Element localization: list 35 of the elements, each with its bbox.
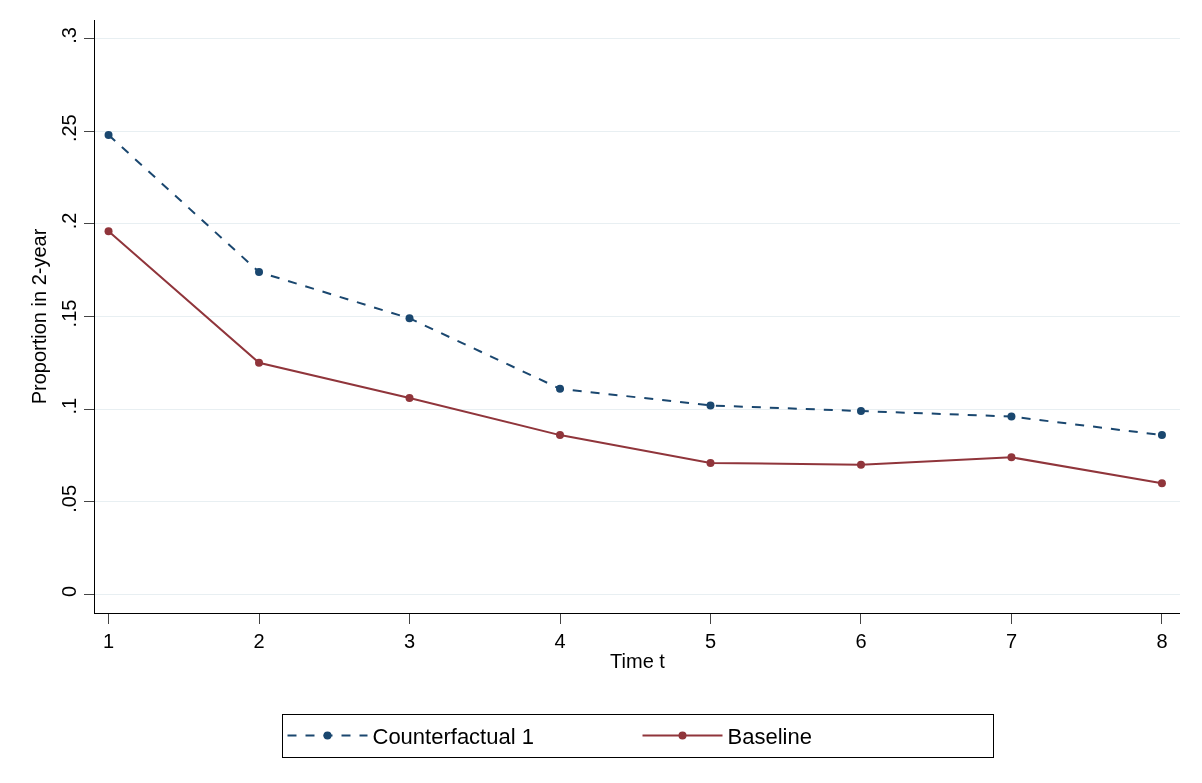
- x-axis-title: Time t: [610, 649, 666, 672]
- x-tick-label: 3: [403, 630, 416, 652]
- y-tick-label: .05: [58, 484, 80, 513]
- point: [706, 458, 715, 467]
- point: [1007, 412, 1016, 421]
- x-tick-label: 5: [704, 630, 717, 652]
- y-tick-label: .15: [58, 299, 80, 328]
- point: [1007, 453, 1016, 462]
- y-tick-label: .25: [58, 114, 80, 143]
- y-tick-label: 0: [58, 585, 80, 598]
- point: [104, 130, 113, 139]
- point: [405, 394, 414, 403]
- point: [556, 384, 564, 393]
- y-tick-label: .3: [58, 27, 80, 44]
- point: [1157, 479, 1166, 488]
- point: [1157, 431, 1166, 440]
- x-tick-label: 2: [253, 630, 265, 652]
- point: [856, 460, 865, 469]
- legend-label: Counterfactual 1: [372, 724, 534, 750]
- x-tick-label: 7: [1005, 630, 1018, 652]
- point: [856, 407, 865, 416]
- y-tick-label: .2: [58, 212, 80, 230]
- x-tick-label: 8: [1156, 630, 1168, 652]
- point: [104, 227, 113, 236]
- legend-label: Baseline: [727, 724, 812, 750]
- y-tick-label: .1: [58, 397, 80, 415]
- point: [255, 358, 264, 367]
- x-tick-label: 4: [554, 630, 566, 652]
- x-tick-label: 1: [102, 630, 115, 652]
- point: [556, 431, 564, 440]
- x-tick-label: 6: [855, 630, 867, 652]
- point: [405, 314, 414, 323]
- point: [255, 268, 264, 277]
- y-axis-title: Proportion in 2-year: [27, 228, 50, 405]
- point: [706, 401, 715, 410]
